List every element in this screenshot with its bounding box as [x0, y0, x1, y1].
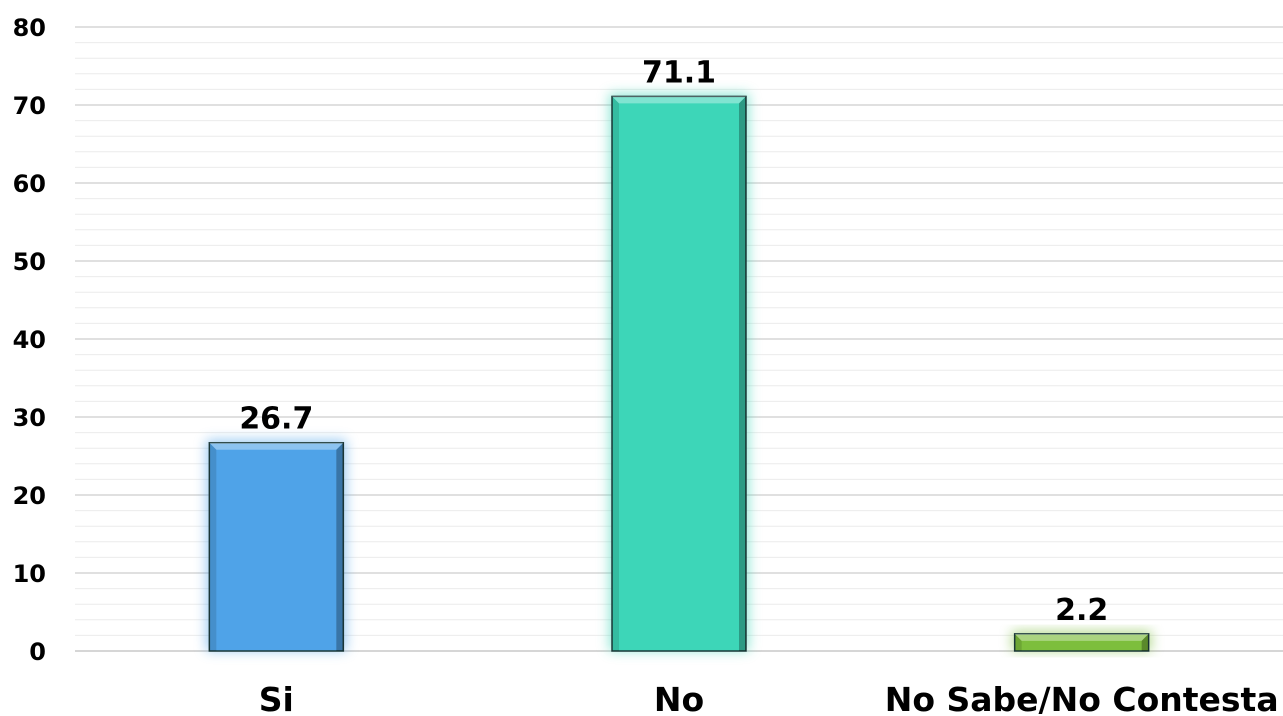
category-label: No	[654, 680, 704, 716]
category-label: Si	[259, 680, 294, 716]
bar-bevel-left	[612, 96, 619, 652]
y-tick-label: 20	[13, 482, 46, 510]
data-label: 71.1	[642, 55, 716, 90]
bar	[611, 95, 747, 652]
bar-bevel-left	[209, 442, 217, 651]
y-tick-label: 50	[13, 248, 46, 276]
x-axis: Si No No Sabe/No Contesta	[259, 680, 1279, 716]
y-tick-label: 70	[13, 92, 46, 120]
y-tick-label: 10	[13, 560, 46, 588]
bar-bevel-right	[336, 442, 344, 651]
bar	[1013, 633, 1150, 652]
bars: 26.7 71.1 2.2	[206, 55, 1152, 652]
y-tick-label: 40	[13, 326, 46, 354]
bar-bevel-top	[1014, 633, 1149, 641]
y-axis: 0 10 20 30 40 50 60 70 80	[13, 14, 46, 666]
y-tick-label: 0	[29, 638, 46, 666]
bar-bevel-top	[209, 442, 344, 450]
category-label: No Sabe/No Contesta	[885, 680, 1279, 716]
bar-bevel-right	[1141, 633, 1149, 651]
data-label: 2.2	[1055, 593, 1108, 628]
data-label: 26.7	[239, 402, 313, 437]
y-tick-label: 80	[13, 14, 46, 42]
bar-bevel-right	[739, 96, 746, 652]
bar	[208, 441, 345, 652]
y-tick-label: 30	[13, 404, 46, 432]
bar-bevel-top	[612, 96, 746, 104]
bar-bevel-left	[1014, 633, 1022, 651]
y-tick-label: 60	[13, 170, 46, 198]
